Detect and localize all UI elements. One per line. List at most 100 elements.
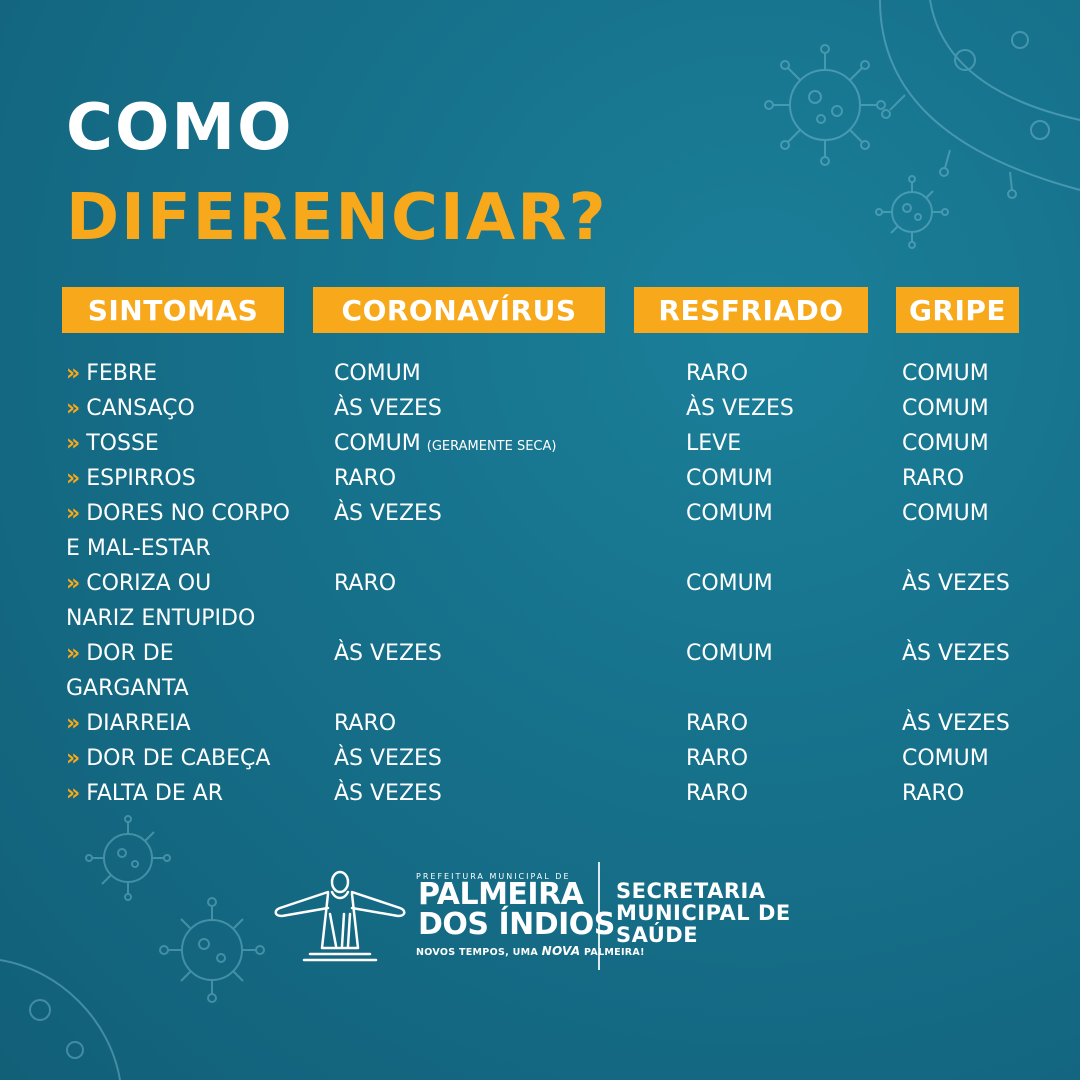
symptom-label: CORIZA OU (86, 571, 212, 596)
gripe-cell: RARO (902, 781, 965, 806)
secretaria-line-3: SAÚDE (616, 923, 699, 947)
symptom-label: DOR DE CABEÇA (86, 746, 271, 771)
coronavirus-cell: COMUM (334, 356, 421, 391)
coronavirus-cell: ÀS VEZES (334, 391, 442, 426)
coronavirus-value: RARO (334, 571, 397, 596)
resfriado-cell: RARO (686, 746, 749, 771)
symptom-cell: » DIARREIA (66, 706, 191, 741)
christ-statue-icon (274, 870, 406, 962)
gripe-cell: COMUM (902, 361, 989, 386)
symptom-label-continued: E MAL-ESTAR (66, 536, 211, 561)
chevron-right-icon: » (66, 466, 81, 491)
symptom-cell: » FEBRE (66, 356, 157, 391)
symptom-cell: » TOSSE (66, 426, 159, 461)
symptom-cell: » ESPIRROS (66, 461, 196, 496)
title-line-2: DIFERENCIAR? (66, 181, 608, 255)
symptom-label-continued: NARIZ ENTUPIDO (66, 606, 256, 631)
municipality-name-line-2: DOS ÍNDIOS (418, 907, 615, 942)
chevron-right-icon: » (66, 571, 81, 596)
virus-icon (879, 0, 1080, 199)
symptom-label-continued: GARGANTA (66, 676, 189, 701)
chevron-right-icon: » (66, 361, 81, 386)
symptom-cell: » DOR DE CABEÇA (66, 741, 270, 776)
secretaria-line-1: SECRETARIA (616, 879, 766, 903)
footer-divider (598, 862, 600, 970)
gripe-cell: RARO (902, 466, 965, 491)
coronavirus-note: (GERAMENTE SECA) (426, 439, 557, 454)
coronavirus-value: ÀS VEZES (334, 396, 442, 421)
symptom-label: ESPIRROS (86, 466, 196, 491)
coronavirus-cell: ÀS VEZES (334, 496, 442, 531)
chevron-right-icon: » (66, 641, 81, 666)
secretaria-label: SECRETARIA MUNICIPAL DE SAÚDE (616, 880, 791, 946)
symptom-label: FEBRE (86, 361, 158, 386)
header-gripe: GRIPE (896, 287, 1019, 333)
coronavirus-cell: COMUM (GERAMENTE SECA) (334, 426, 556, 464)
symptom-label: DOR DE (86, 641, 174, 666)
secretaria-line-2: MUNICIPAL DE (616, 901, 791, 925)
coronavirus-cell: RARO (334, 706, 396, 741)
symptom-label: FALTA DE AR (86, 781, 224, 806)
coronavirus-value: ÀS VEZES (334, 641, 442, 666)
virus-icon (85, 815, 171, 901)
virus-icon (159, 897, 265, 1003)
resfriado-cell: COMUM (686, 571, 773, 596)
gripe-cell: COMUM (902, 431, 989, 456)
coronavirus-value: ÀS VEZES (334, 746, 442, 771)
coronavirus-cell: RARO (334, 566, 396, 601)
chevron-right-icon: » (66, 781, 81, 806)
gripe-cell: COMUM (902, 396, 989, 421)
chevron-right-icon: » (66, 396, 81, 421)
header-coronavirus: CORONAVÍRUS (313, 287, 605, 333)
coronavirus-value: RARO (334, 466, 397, 491)
coronavirus-cell: RARO (334, 461, 396, 496)
symptom-cell: » CANSAÇO (66, 391, 195, 426)
virus-icon (875, 175, 949, 249)
resfriado-cell: COMUM (686, 501, 773, 526)
coronavirus-value: ÀS VEZES (334, 501, 442, 526)
slogan-part-a: NOVOS TEMPOS, UMA (416, 947, 542, 958)
gripe-cell: ÀS VEZES (902, 711, 1010, 736)
coronavirus-cell: ÀS VEZES (334, 741, 442, 776)
chevron-right-icon: » (66, 711, 81, 736)
resfriado-cell: COMUM (686, 641, 773, 666)
chevron-right-icon: » (66, 746, 81, 771)
coronavirus-cell: ÀS VEZES (334, 636, 442, 671)
resfriado-cell: RARO (686, 361, 749, 386)
symptom-cell: » DORES NO CORPO (66, 496, 290, 531)
coronavirus-value: RARO (334, 711, 397, 736)
symptom-label: TOSSE (86, 431, 159, 456)
symptom-cell: » FALTA DE AR (66, 776, 223, 811)
prefeitura-label: PREFEITURA MUNICIPAL DE (416, 872, 571, 881)
resfriado-cell: RARO (686, 781, 749, 806)
coronavirus-value: COMUM (334, 431, 421, 456)
header-sintomas: SINTOMAS (62, 287, 284, 333)
chevron-right-icon: » (66, 431, 81, 456)
coronavirus-value: ÀS VEZES (334, 781, 442, 806)
slogan: NOVOS TEMPOS, UMA NOVA PALMEIRA! (416, 944, 645, 958)
gripe-cell: COMUM (902, 501, 989, 526)
chevron-right-icon: » (66, 501, 81, 526)
virus-icon (764, 44, 886, 166)
title-line-1: COMO (66, 91, 294, 165)
slogan-part-b: NOVA (541, 944, 581, 958)
resfriado-cell: LEVE (686, 431, 742, 456)
symptom-label: DIARREIA (86, 711, 191, 736)
slogan-part-c: PALMEIRA! (580, 947, 645, 958)
virus-icon (0, 959, 121, 1080)
gripe-cell: ÀS VEZES (902, 641, 1010, 666)
resfriado-cell: RARO (686, 711, 749, 736)
symptom-label: CANSAÇO (86, 396, 195, 421)
symptom-cell: » CORIZA OU (66, 566, 211, 601)
symptom-label: DORES NO CORPO (86, 501, 290, 526)
coronavirus-value: COMUM (334, 361, 421, 386)
gripe-cell: ÀS VEZES (902, 571, 1010, 596)
footer-logo: PREFEITURA MUNICIPAL DE PALMEIRA DOS ÍND… (270, 860, 830, 970)
header-resfriado: RESFRIADO (634, 287, 868, 333)
resfriado-cell: ÀS VEZES (686, 396, 794, 421)
symptom-cell: » DOR DE (66, 636, 174, 671)
resfriado-cell: COMUM (686, 466, 773, 491)
gripe-cell: COMUM (902, 746, 989, 771)
municipality-name-line-1: PALMEIRA (418, 877, 584, 912)
coronavirus-cell: ÀS VEZES (334, 776, 442, 811)
